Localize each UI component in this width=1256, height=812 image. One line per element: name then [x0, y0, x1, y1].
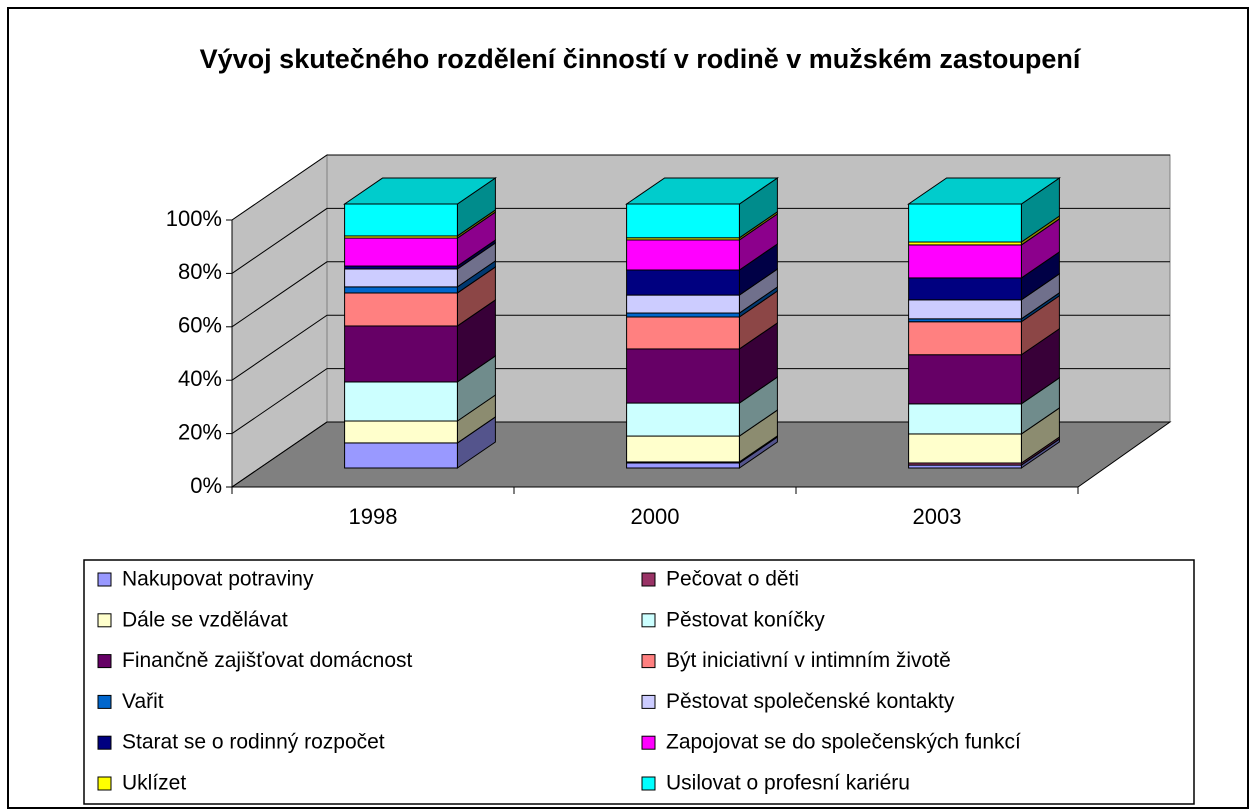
- x-tick-label: 2000: [631, 504, 680, 529]
- bar-front: [908, 433, 1022, 464]
- bar-segment: [908, 327, 1060, 405]
- y-tick-label: 60%: [178, 313, 222, 338]
- legend-swatch: [641, 613, 656, 628]
- bar-front: [908, 244, 1022, 279]
- bar-segment: [344, 354, 496, 422]
- legend-swatch: [97, 735, 112, 750]
- y-tick-label: 100%: [166, 206, 222, 231]
- legend-swatch: [641, 694, 656, 709]
- y-tick-label: 0%: [190, 473, 222, 498]
- bar-segment: [344, 241, 496, 288]
- bar-segment: [908, 376, 1060, 435]
- bar-front: [908, 277, 1022, 301]
- x-tick-label: 2003: [913, 504, 962, 529]
- grid-line: [231, 261, 1170, 328]
- bar-top: [624, 177, 780, 205]
- grid-line: [231, 207, 1170, 274]
- bar-segment: [344, 266, 496, 327]
- bar-front: [908, 299, 1022, 320]
- bar-front: [626, 239, 740, 271]
- legend-label: Finančně zajišťovat domácnost: [122, 649, 413, 672]
- legend-swatch: [97, 694, 112, 709]
- legend-box: [83, 559, 1195, 805]
- bar-segment: [908, 294, 1060, 356]
- x-tick-label: 1998: [349, 504, 398, 529]
- bar-segment: [908, 217, 1060, 279]
- y-tick-label: 40%: [178, 366, 222, 391]
- bar-front: [344, 420, 458, 444]
- legend-label: Pěstovat společenské kontakty: [666, 690, 955, 713]
- grid-line: [231, 154, 1170, 221]
- legend-label: Pěstovat koníčky: [666, 608, 825, 631]
- legend-swatch: [641, 776, 656, 791]
- bar-front: [626, 316, 740, 350]
- legend-swatch: [97, 776, 112, 791]
- bar-front: [908, 354, 1022, 405]
- grid: [231, 154, 1170, 488]
- bar-segment: [626, 243, 778, 297]
- bar-segment: [626, 177, 778, 239]
- bar-front: [344, 325, 458, 383]
- legend-label: Pečovat o děti: [666, 568, 799, 591]
- bar-front: [626, 435, 740, 463]
- bar-front: [626, 312, 740, 318]
- legend-swatch: [641, 735, 656, 750]
- legend-label: Starat se o rodinný rozpočet: [122, 731, 385, 754]
- legend-label: Usilovat o profesní kariéru: [666, 772, 910, 795]
- bar-front: [626, 462, 740, 469]
- legend-swatch: [97, 572, 112, 587]
- bar-segment: [908, 250, 1060, 301]
- grid-line: [231, 368, 1170, 435]
- bar-segment: [344, 299, 496, 383]
- bar-segment: [344, 177, 496, 237]
- grid-line: [231, 314, 1170, 381]
- legend-swatch: [641, 572, 656, 587]
- grid-line: [231, 421, 1170, 488]
- bar-front: [344, 286, 458, 294]
- legend-label: Dále se vzdělávat: [122, 608, 288, 631]
- legend-swatch: [97, 613, 112, 628]
- bar-segment: [626, 290, 778, 350]
- y-tick-label: 20%: [178, 419, 222, 444]
- bar-segment: [344, 211, 496, 267]
- bars: [342, 177, 1062, 469]
- legend-swatch: [97, 654, 112, 669]
- bar-top: [342, 177, 498, 205]
- bar-segment: [908, 177, 1060, 243]
- bar-segment: [908, 406, 1060, 464]
- bar-front: [908, 203, 1022, 243]
- bar-segment: [344, 415, 496, 469]
- bar-front: [626, 203, 740, 239]
- legend-label: Vařit: [122, 690, 164, 713]
- legend-swatch: [641, 654, 656, 669]
- bar-front: [344, 381, 458, 422]
- bar-front: [344, 442, 458, 469]
- bar-front: [908, 403, 1022, 435]
- legend-label: Být iniciativní v intimním životě: [666, 649, 951, 672]
- chart-title: Vývoj skutečného rozdělení činností v ro…: [199, 44, 1081, 74]
- legend-label: Zapojovat se do společenských funkcí: [666, 731, 1021, 754]
- bar-front: [344, 268, 458, 288]
- bar-front: [626, 269, 740, 296]
- bar-segment: [626, 376, 778, 438]
- bar-front: [344, 203, 458, 237]
- legend: Nakupovat potraviny Pečovat o děti Dále se…: [97, 568, 1021, 795]
- y-tick-label: 80%: [178, 259, 222, 284]
- legend-label: Nakupovat potraviny: [122, 568, 314, 591]
- bar-top: [906, 177, 1062, 205]
- bar-front: [626, 294, 740, 314]
- legend-label: Uklízet: [122, 772, 186, 795]
- bar-front: [626, 402, 740, 437]
- bar-front: [908, 321, 1022, 356]
- bar-front: [344, 292, 458, 327]
- bar-front: [344, 237, 458, 267]
- bar-front: [626, 348, 740, 404]
